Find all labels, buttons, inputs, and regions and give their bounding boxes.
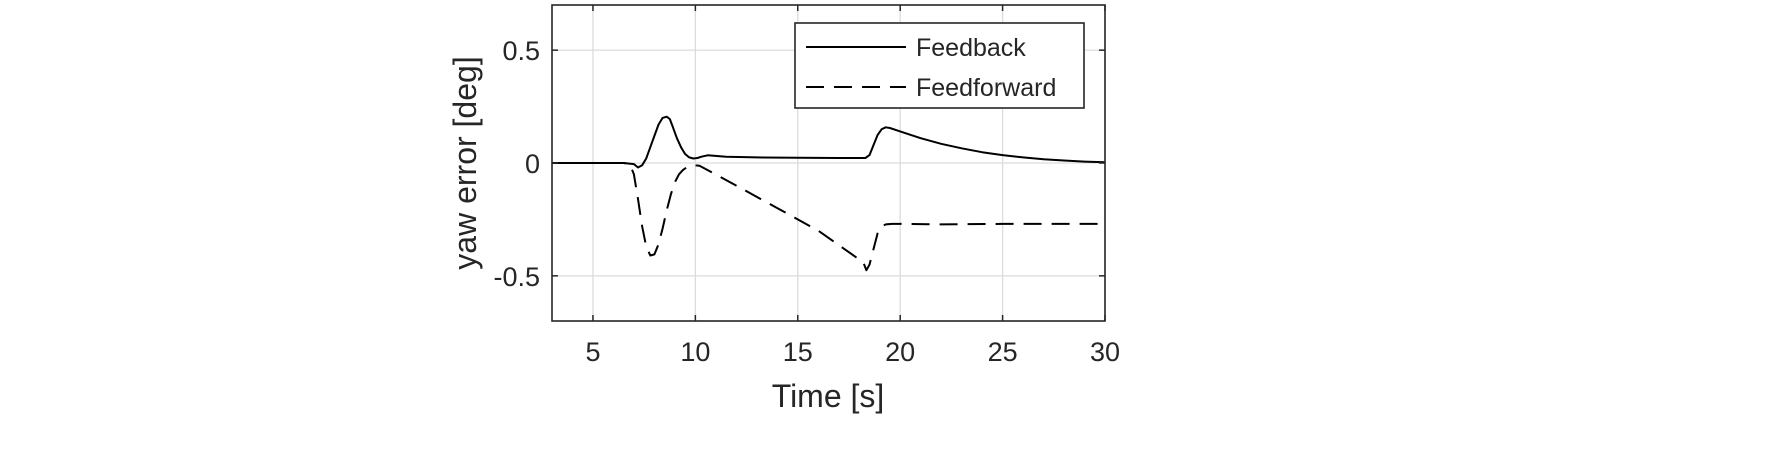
y-tick-label: -0.5 [493, 262, 540, 292]
legend-label-feedforward: Feedforward [916, 74, 1056, 102]
ticks: 5 10 15 20 25 30 -0.5 0 0.5 [493, 5, 1120, 367]
x-tick-label: 25 [988, 337, 1018, 367]
x-tick-label: 20 [885, 337, 915, 367]
x-axis-title: Time [s] [772, 378, 885, 414]
legend: Feedback Feedforward [794, 22, 1085, 109]
series-line-feedforward [552, 162, 1105, 272]
series-line-feedback [552, 115, 1106, 169]
y-tick-label: 0 [525, 149, 540, 179]
y-tick-label: 0.5 [502, 36, 540, 66]
y-axis-title: yaw error [deg] [447, 56, 483, 269]
legend-label-feedback: Feedback [916, 34, 1026, 62]
x-tick-label: 10 [680, 337, 710, 367]
series-lines [552, 115, 1106, 272]
x-tick-label: 30 [1090, 337, 1120, 367]
x-tick-label: 5 [585, 337, 600, 367]
x-tick-label: 15 [783, 337, 813, 367]
legend-box [794, 22, 1085, 109]
